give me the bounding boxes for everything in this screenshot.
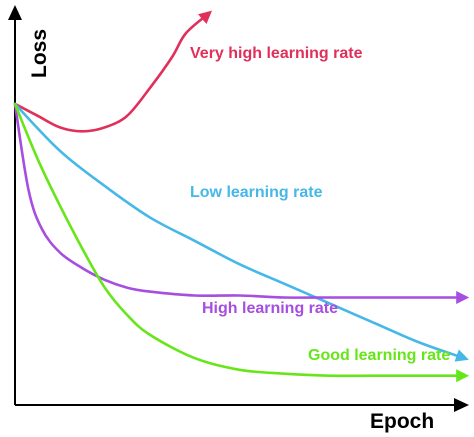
series-label-low: Low learning rate bbox=[190, 184, 323, 201]
x-axis-label: Epoch bbox=[370, 410, 434, 433]
axes: Loss Epoch bbox=[8, 5, 469, 433]
series-line-low-learning-rate bbox=[13, 102, 469, 362]
x-axis-arrowhead bbox=[454, 398, 469, 412]
series-label-very-high: Very high learning rate bbox=[190, 45, 363, 62]
series-layer bbox=[13, 10, 470, 383]
series-line-high-learning-rate bbox=[13, 102, 470, 304]
series-label-good: Good learning rate bbox=[308, 347, 450, 364]
y-axis-arrowhead bbox=[8, 5, 22, 20]
series-label-high: High learning rate bbox=[202, 300, 338, 317]
series-line-very-high-learning-rate bbox=[13, 10, 213, 133]
series-labels: Very high learning rate Low learning rat… bbox=[190, 45, 450, 364]
series-line-good-learning-rate bbox=[13, 102, 470, 383]
y-axis-label: Loss bbox=[28, 29, 51, 78]
